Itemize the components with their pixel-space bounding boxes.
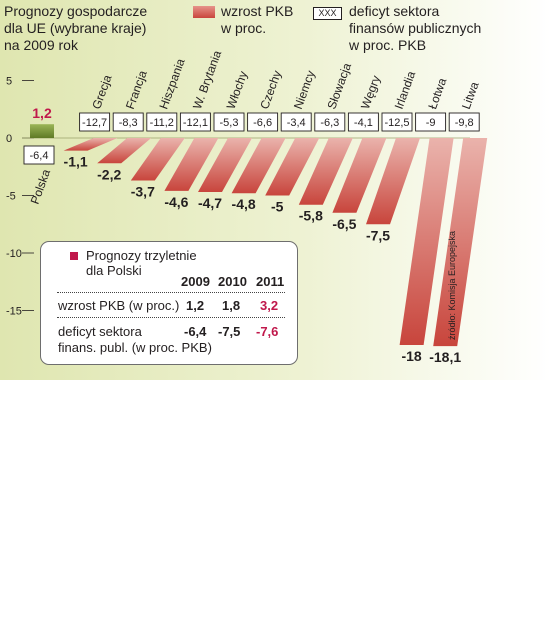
inset-marker-icon: [70, 252, 78, 260]
data-label-growth-2: -2,2: [97, 166, 121, 182]
bar-growth-1: [63, 138, 118, 151]
data-label-growth-8: -5,8: [299, 208, 323, 224]
bar-chart: 50-5-10-15 1,2-6,4Polska-1,1-12,7Grecja-…: [6, 48, 488, 365]
deficit-label-7: -3,4: [287, 117, 306, 129]
deficit-label-9: -4,1: [354, 117, 373, 129]
bar-growth-6: [231, 138, 286, 194]
data-label-growth-11: -18: [401, 348, 421, 364]
deficit-label-3: -11,2: [150, 117, 174, 129]
category-label-1: Grecja: [89, 73, 114, 111]
category-label-7: Niemcy: [291, 69, 318, 111]
deficit-label-5: -5,3: [220, 117, 239, 129]
deficit-box-10: [381, 112, 413, 132]
deficit-label-8: -6,3: [320, 117, 339, 129]
chart-title-line-2: dla UE (wybrane kraje): [4, 20, 147, 36]
inset-year-2009: 2009: [181, 274, 210, 289]
deficit-label-1: -12,7: [82, 117, 107, 129]
legend-deficit-box: XXX: [313, 7, 342, 20]
deficit-label-0: -6,4: [30, 150, 49, 162]
category-label-12: Litwa: [459, 80, 482, 111]
category-label-10: Irlandia: [392, 69, 419, 111]
bar-growth-2: [97, 138, 152, 164]
inset-growth-2010: 1,8: [222, 298, 241, 313]
bar-growth-0: [30, 124, 54, 138]
inset-title-line-1: Prognozy trzyletnie: [86, 248, 197, 263]
y-tick-label-2: -5: [6, 191, 16, 203]
inset-row-deficit-label-2: finans. publ. (w proc. PKB): [58, 340, 212, 355]
data-label-growth-0: 1,2: [32, 105, 52, 121]
inset-divider-top: [57, 292, 285, 293]
category-label-4: W. Brytania: [190, 48, 224, 111]
legend-growth-swatch: [193, 6, 215, 18]
bar-growth-9: [332, 138, 387, 213]
deficit-label-6: -6,6: [253, 117, 272, 129]
category-label-8: Słowacja: [324, 61, 354, 111]
inset-divider-bottom: [57, 317, 285, 318]
inset-year-2010: 2010: [218, 274, 247, 289]
bar-growth-5: [198, 138, 252, 193]
inset-deficit-2009: -6,4: [184, 324, 207, 339]
inset-row-deficit-label-1: deficyt sektora: [58, 324, 142, 339]
bar-growth-7: [265, 138, 320, 196]
deficit-box-0: [23, 145, 55, 165]
data-label-growth-3: -3,7: [131, 184, 155, 200]
deficit-box-4: [179, 112, 211, 132]
deficit-box-6: [247, 112, 279, 132]
deficit-label-12: -9,8: [455, 117, 474, 129]
data-label-growth-4: -4,6: [164, 194, 188, 210]
deficit-box-3: [146, 112, 178, 132]
deficit-box-9: [347, 112, 379, 132]
data-label-growth-12: -18,1: [429, 349, 461, 365]
inset-year-2011: 2011: [256, 274, 285, 289]
data-label-growth-6: -4,8: [232, 196, 256, 212]
y-tick-label-3: -10: [6, 248, 22, 260]
y-tick-label-1: 0: [6, 133, 12, 145]
data-label-growth-7: -5: [271, 199, 284, 215]
deficit-box-5: [213, 112, 245, 132]
data-label-growth-5: -4,7: [198, 195, 222, 211]
deficit-box-8: [314, 112, 346, 132]
data-label-growth-9: -6,5: [332, 216, 356, 232]
bar-growth-12: [433, 138, 488, 347]
deficit-box-2: [112, 112, 144, 132]
category-label-3: Hiszpania: [156, 56, 187, 111]
bar-growth-10: [366, 138, 420, 225]
inset-growth-2009: 1,2: [186, 298, 205, 313]
category-label-5: Włochy: [224, 69, 251, 111]
data-label-growth-1: -1,1: [64, 154, 88, 170]
category-label-0: Polska: [28, 167, 54, 206]
bar-growth-3: [130, 138, 185, 181]
deficit-box-12: [448, 112, 480, 132]
deficit-box-1: [79, 112, 111, 132]
deficit-label-10: -12,5: [384, 117, 409, 129]
y-tick-label-4: -15: [6, 306, 22, 318]
legend-growth-label: wzrost PKB w proc.: [221, 3, 294, 36]
legend-deficit-line-3: w proc. PKB: [349, 37, 427, 53]
inset-deficit-2011: -7,6: [256, 324, 279, 339]
inset-deficit-2010: -7,5: [218, 324, 241, 339]
poland-forecast-inset: Prognozy trzyletnie dla Polski 2009 2010…: [40, 241, 298, 365]
bar-growth-4: [164, 138, 219, 191]
category-label-6: Czechy: [257, 69, 284, 111]
category-label-9: Węgry: [358, 74, 383, 111]
deficit-box-7: [280, 112, 312, 132]
deficit-label-4: -12,1: [183, 117, 208, 129]
deficit-box-11: [415, 112, 447, 132]
category-label-2: Francja: [123, 68, 150, 111]
category-label-11: Łotwa: [425, 76, 449, 111]
inset-title-line-2: dla Polski: [86, 263, 142, 278]
legend-deficit-line-1: deficyt sektora: [349, 3, 440, 19]
source-note: źródło: Komisja Europejska: [447, 231, 457, 340]
deficit-label-2: -8,3: [119, 117, 138, 129]
chart-title-line-1: Prognozy gospodarcze: [4, 3, 148, 19]
y-tick-label-0: 5: [6, 76, 12, 88]
bar-growth-11: [399, 138, 454, 345]
inset-growth-2011: 3,2: [260, 298, 279, 313]
deficit-label-11: -9: [426, 117, 436, 129]
legend-deficit-line-2: finansów publicznych: [349, 20, 482, 36]
chart-title-line-3: na 2009 rok: [4, 37, 78, 53]
inset-row-growth-label: wzrost PKB (w proc.): [58, 298, 180, 313]
bar-growth-8: [298, 138, 353, 205]
data-label-growth-10: -7,5: [366, 227, 390, 243]
